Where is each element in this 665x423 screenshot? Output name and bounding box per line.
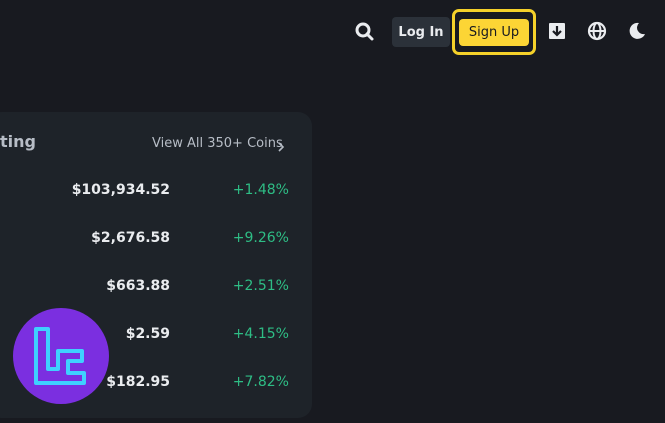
signup-button[interactable]: Sign Up	[458, 18, 530, 46]
row-price: $663.88	[106, 278, 170, 294]
view-all-link[interactable]: View All 350+ Coins	[152, 136, 283, 151]
row-change: +1.48%	[232, 182, 289, 198]
panel-title: ting	[0, 132, 36, 151]
watermark-logo	[13, 308, 109, 404]
row-change: +7.82%	[232, 374, 289, 390]
theme-icon[interactable]	[626, 20, 648, 42]
download-icon[interactable]	[546, 20, 568, 42]
row-change: +4.15%	[232, 326, 289, 342]
row-change: +2.51%	[232, 278, 289, 294]
login-button[interactable]: Log In	[392, 17, 450, 47]
row-price: $2,676.58	[91, 230, 170, 246]
row-change: +9.26%	[232, 230, 289, 246]
row-price: $2.59	[125, 326, 170, 342]
search-icon[interactable]	[353, 20, 377, 44]
chevron	[278, 142, 285, 152]
signup-outline: Sign Up	[452, 9, 536, 55]
row-price: $182.95	[106, 374, 170, 390]
globe-icon[interactable]	[586, 20, 608, 42]
row-price: $103,934.52	[71, 182, 170, 198]
